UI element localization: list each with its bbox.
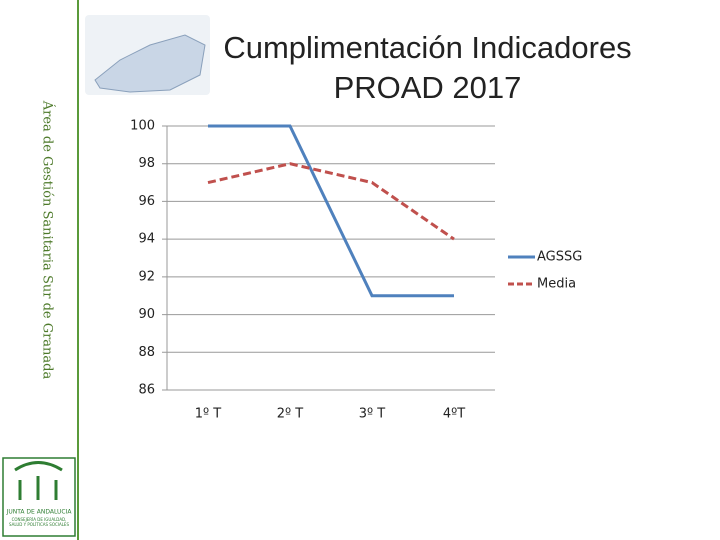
series-line — [208, 124, 454, 298]
x-tick-label: 1º T — [195, 407, 222, 422]
y-tick-label: 94 — [138, 232, 155, 247]
logo-department: CONSEJERÍA DE IGUALDAD, SALUD Y POLÍTICA… — [9, 517, 69, 527]
series-line — [207, 162, 455, 241]
x-tick-label: 4ºT — [443, 407, 465, 422]
logo-name: JUNTA DE ANDALUCIA — [6, 509, 73, 516]
x-tick-label: 3º T — [359, 407, 386, 422]
map-logo — [85, 15, 210, 95]
y-tick-label: 92 — [138, 269, 155, 284]
y-tick-label: 98 — [138, 156, 155, 171]
sidebar-label: Área de Gestión Sanitaria Sur de Granada — [39, 100, 55, 380]
chart-title: Cumplimentación Indicadores PROAD 2017 — [223, 30, 632, 105]
junta-logo: JUNTA DE ANDALUCIA CONSEJERÍA DE IGUALDA… — [2, 457, 76, 537]
legend-label: Media — [537, 277, 576, 292]
x-tick-label: 2º T — [277, 407, 304, 422]
y-tick-label: 90 — [138, 307, 155, 322]
legend-label: AGSSG — [537, 250, 582, 265]
y-tick-label: 86 — [138, 383, 155, 398]
y-tick-label: 96 — [138, 194, 155, 209]
y-tick-label: 100 — [130, 119, 155, 134]
y-tick-label: 88 — [138, 345, 155, 360]
